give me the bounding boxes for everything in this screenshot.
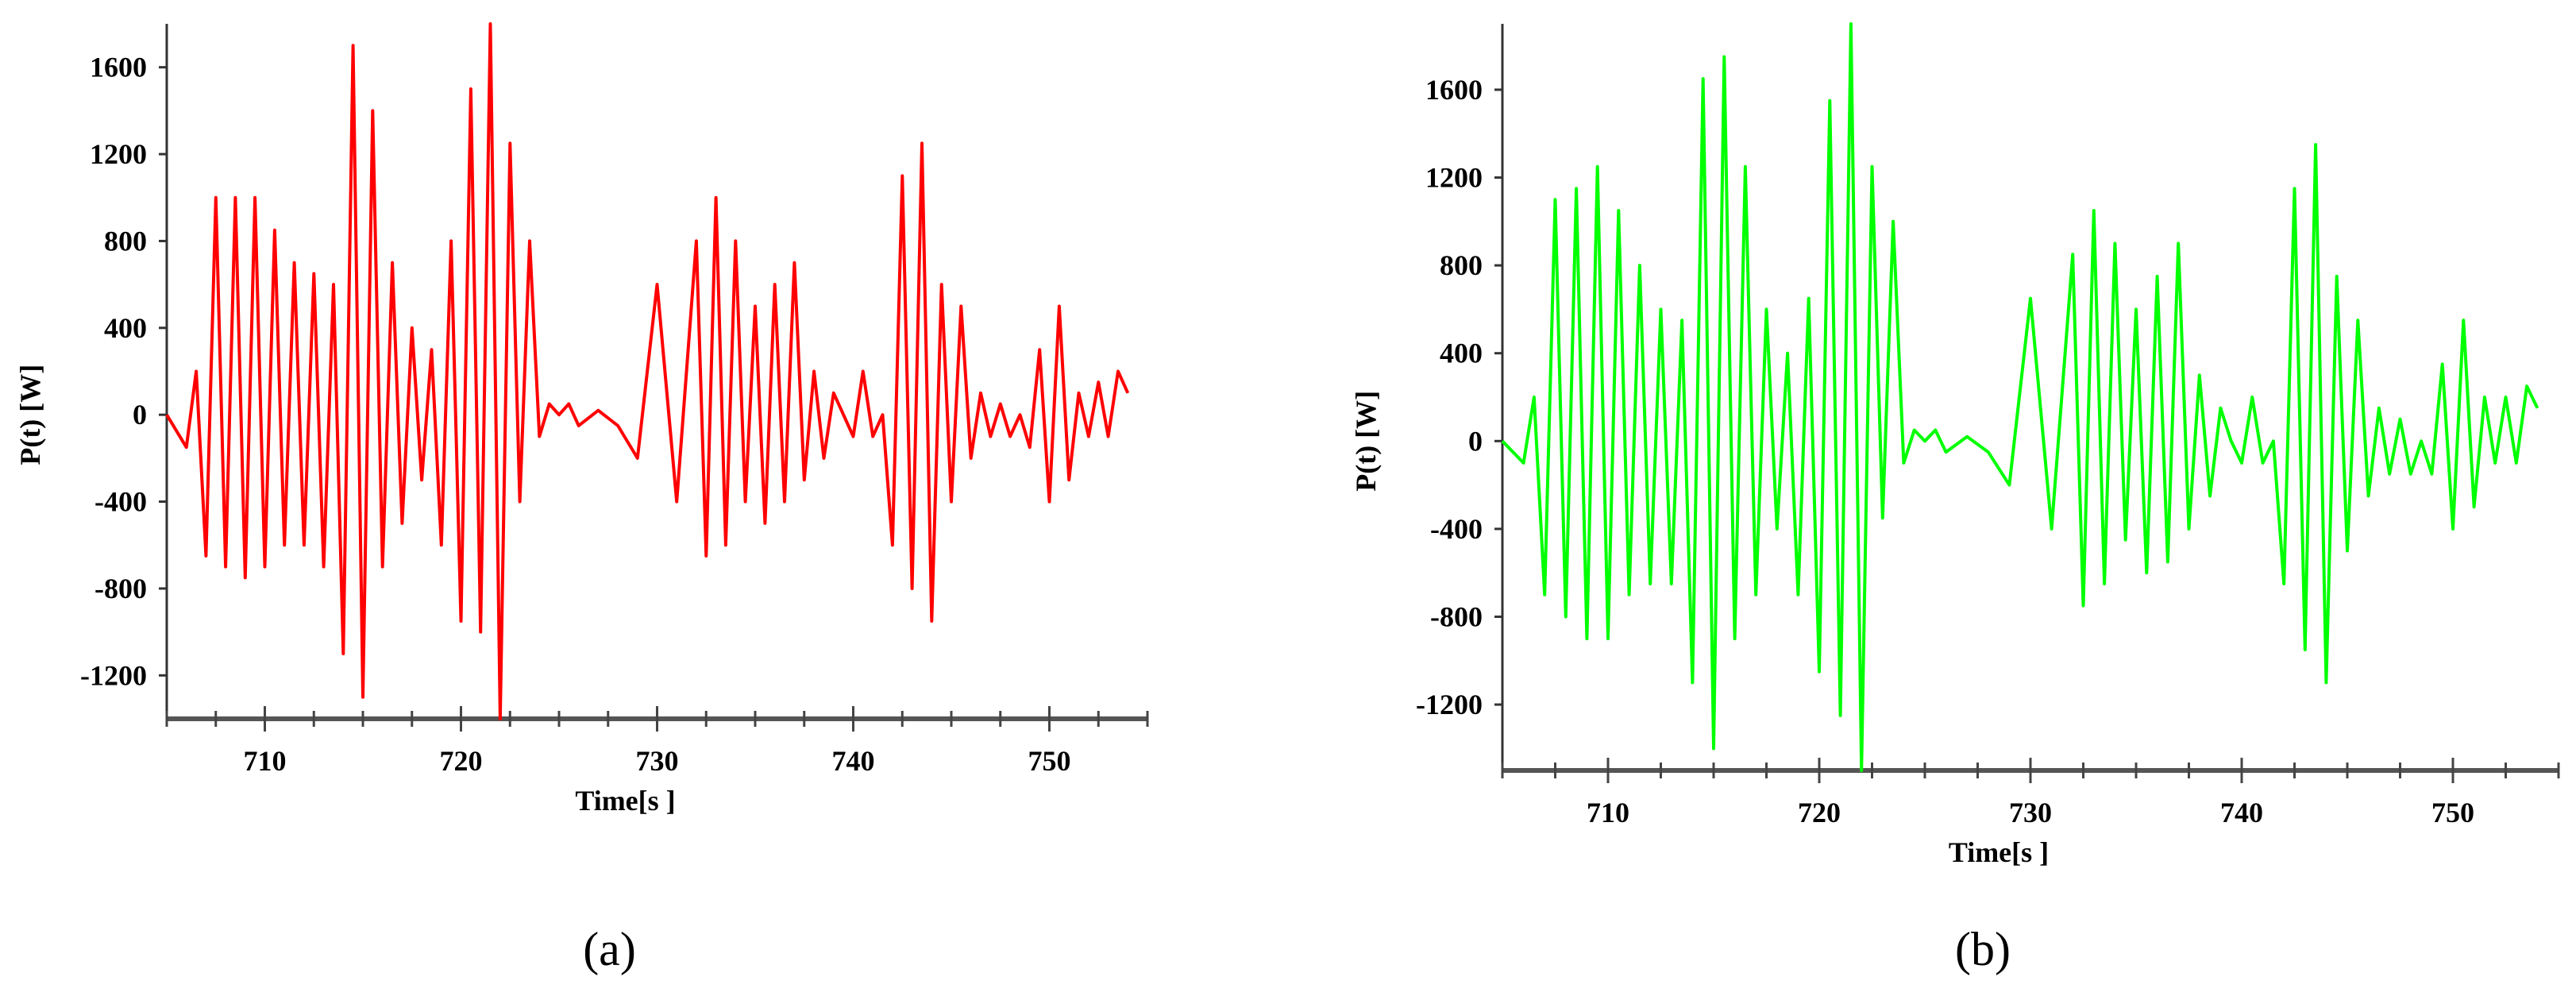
panel-label: (a) [583,923,636,975]
x-tick-label: 720 [1798,797,1841,828]
x-tick-label: 740 [832,745,875,777]
y-tick-label: 800 [104,225,147,257]
x-tick-label: 750 [1028,745,1071,777]
y-tick-label: -800 [1430,600,1483,632]
y-tick-label: 1200 [1425,162,1483,194]
y-tick-label: 0 [1468,425,1483,457]
y-tick-label: 1600 [90,52,147,83]
y-tick-label: -1200 [80,659,147,691]
y-tick-label: -400 [1430,513,1483,545]
x-axis-title: Time[s ] [1949,836,2049,868]
x-tick-label: 740 [2220,797,2263,828]
y-axis-title: P(t) [W] [14,365,46,465]
y-tick-label: 400 [104,312,147,344]
x-tick-label: 710 [244,745,287,777]
series-line [1501,22,2539,772]
series-line [165,22,1130,720]
x-tick-label: 720 [440,745,483,777]
y-tick-label: 800 [1440,249,1483,281]
chart-panel-b: 710 720 730 740 750 -1200 -800 -400 0 400 800 1200 1… [1350,22,2560,975]
x-tick-label: 710 [1587,797,1629,828]
y-tick-label: 0 [133,399,147,431]
y-tick-label: 1600 [1425,74,1483,106]
y-tick-label: -800 [94,573,147,604]
y-tick-label: 1200 [90,138,147,170]
x-tick-label: 750 [2431,797,2474,828]
chart-panel-a: 710 720 730 740 750 -1200 -800 -400 0 400 800 1200 1… [14,22,1149,975]
x-axis-title: Time[s ] [575,785,675,817]
x-tick-label: 730 [2009,797,2052,828]
y-axis-title: P(t) [W] [1350,391,1382,492]
y-tick-label: -400 [94,486,147,518]
y-tick-label: -1200 [1416,689,1483,720]
panel-label: (b) [1955,923,2011,975]
x-tick-label: 730 [636,745,679,777]
y-tick-label: 400 [1440,338,1483,369]
